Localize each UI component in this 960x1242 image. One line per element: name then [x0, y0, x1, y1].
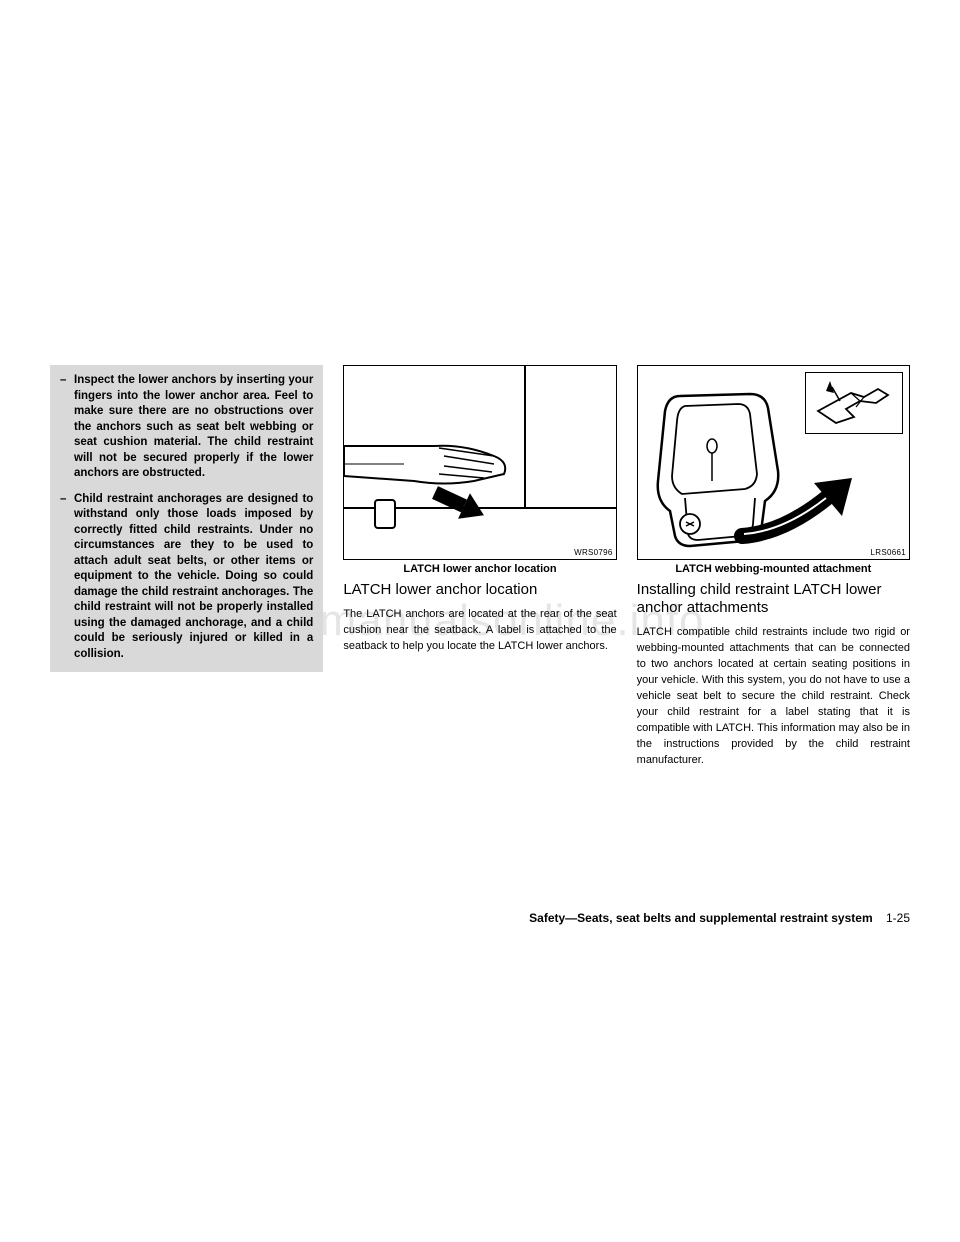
figure-latch-location: WRS0796	[343, 365, 616, 560]
seat-seam-line	[524, 366, 526, 511]
body-paragraph: LATCH compatible child restraints includ…	[637, 625, 910, 768]
figure-latch-attachment: LRS0661	[637, 365, 910, 560]
bullet-dash: –	[60, 373, 74, 482]
footer-page-number: 1-25	[886, 911, 910, 925]
figure-caption: LATCH webbing-mounted attachment	[637, 563, 910, 575]
bullet-dash: –	[60, 492, 74, 663]
column-3: LRS0661 LATCH webbing-mounted attachment…	[637, 365, 910, 795]
column-1: – Inspect the lower anchors by inserting…	[50, 365, 323, 795]
warning-item: – Inspect the lower anchors by inserting…	[60, 373, 313, 482]
warning-text: Inspect the lower anchors by inserting y…	[74, 373, 313, 482]
figure-code: WRS0796	[574, 548, 613, 557]
section-heading: LATCH lower anchor location	[343, 581, 616, 599]
page-footer: Safety—Seats, seat belts and supplementa…	[529, 911, 910, 925]
warning-text: Child restraint anchorages are designed …	[74, 492, 313, 663]
footer-section-label: Safety—Seats, seat belts and supplementa…	[529, 911, 872, 925]
figure-caption: LATCH lower anchor location	[343, 563, 616, 575]
inset-clip-illustration	[806, 373, 904, 435]
carseat-illustration	[650, 386, 805, 551]
seat-buckle-shape	[374, 499, 396, 529]
column-2: WRS0796 LATCH lower anchor location LATC…	[343, 365, 616, 795]
figure-code: LRS0661	[871, 548, 906, 557]
column-container: – Inspect the lower anchors by inserting…	[50, 365, 910, 795]
body-paragraph: The LATCH anchors are located at the rea…	[343, 607, 616, 655]
manual-page: – Inspect the lower anchors by inserting…	[50, 365, 910, 925]
figure-inset	[805, 372, 903, 434]
section-heading: Installing child restraint LATCH lower a…	[637, 581, 910, 617]
hand-illustration	[344, 426, 519, 491]
warning-item: – Child restraint anchorages are designe…	[60, 492, 313, 663]
warning-box: – Inspect the lower anchors by inserting…	[50, 365, 323, 672]
